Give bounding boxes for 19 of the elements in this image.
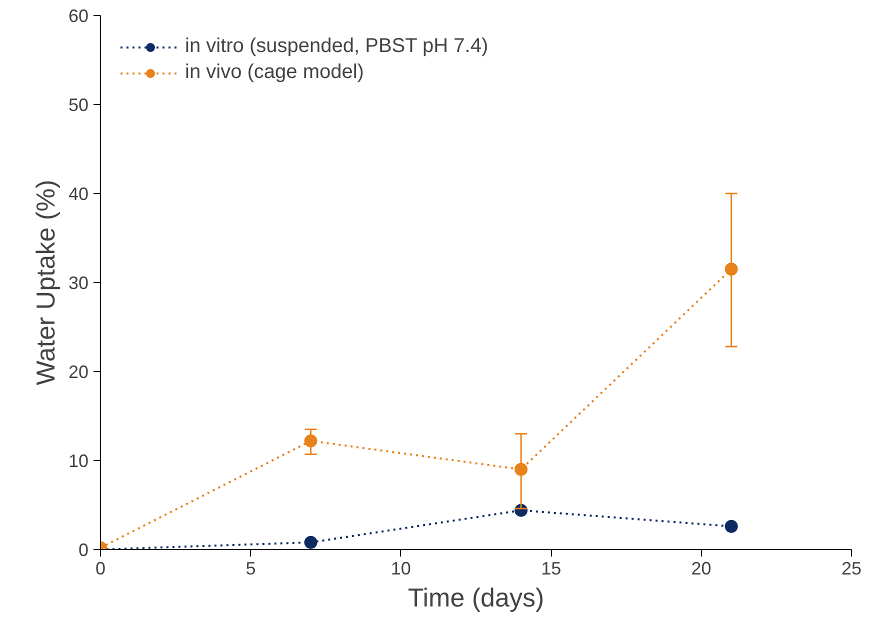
x-tick-label: 20 [691,558,712,578]
point [304,536,318,549]
point [724,520,738,533]
y-tick-label: 60 [68,6,89,26]
legend-label: in vivo (cage model) [185,61,364,84]
x-tick-label: 25 [841,558,862,578]
x-tick-label: 5 [246,558,256,578]
x-tick-label: 15 [541,558,562,578]
y-axis-title: Water Uptake (%) [30,180,60,386]
x-axis-title: Time (days) [408,582,544,612]
y-tick-label: 10 [68,451,89,471]
y-tick-label: 40 [68,184,89,204]
y-tick-label: 20 [68,362,89,382]
y-tick-label: 50 [68,95,89,115]
y-tick-label: 0 [78,540,89,560]
y-tick-label: 30 [68,273,89,293]
x-tick-label: 0 [95,558,106,578]
legend-label: in vitro (suspended, PBST pH 7.4) [185,35,488,58]
x-tick-label: 10 [390,558,411,578]
